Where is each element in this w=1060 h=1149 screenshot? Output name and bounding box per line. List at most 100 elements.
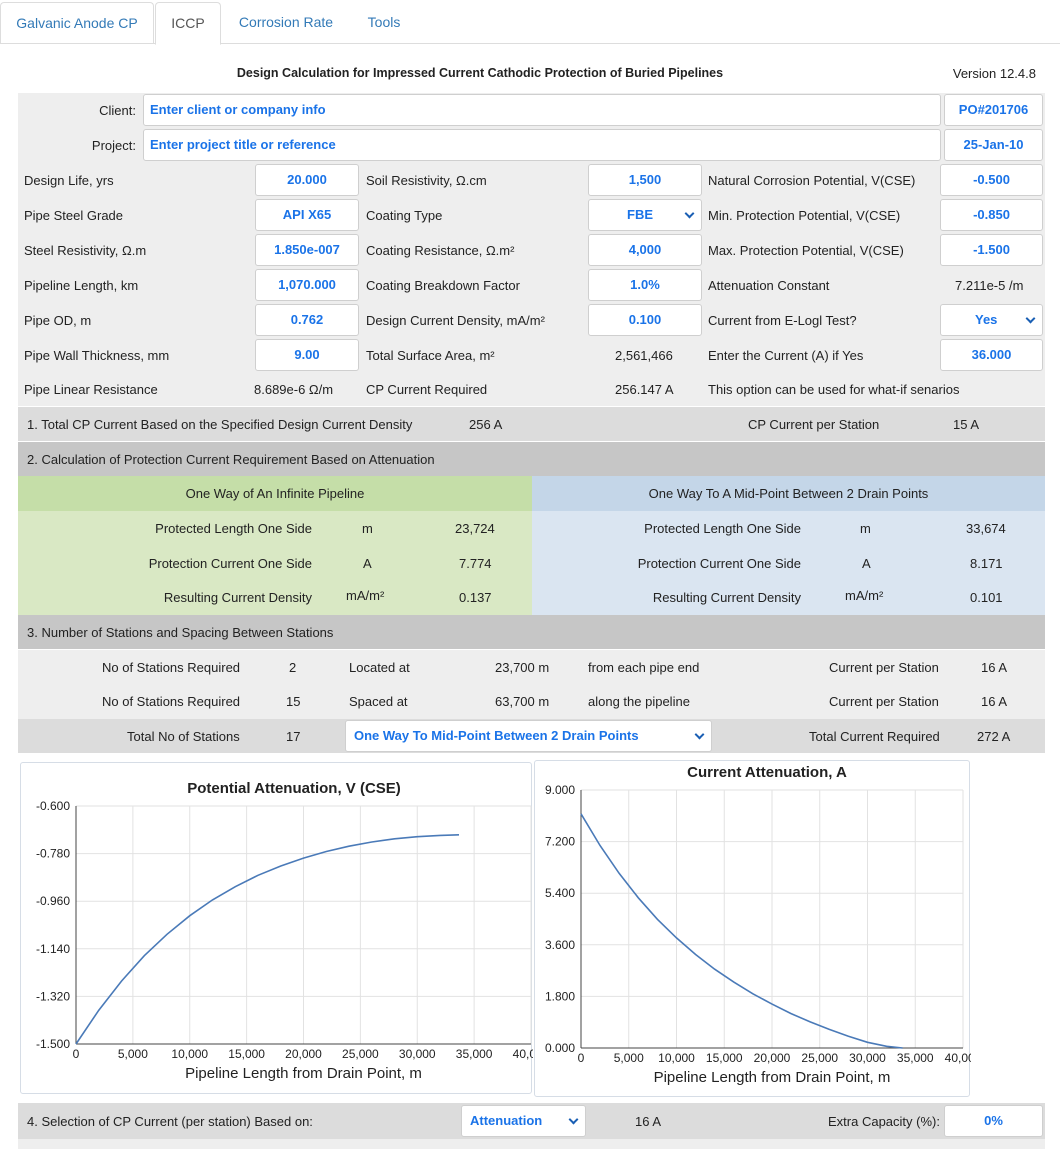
chevron-down-icon (1025, 313, 1036, 324)
design-life-input[interactable]: 20.000 (255, 164, 359, 196)
x-tick-label: 20,000 (285, 1047, 322, 1061)
stations-required-label-2: No of Stations Required (102, 694, 241, 709)
left-current-density-label: Resulting Current Density (163, 590, 312, 605)
right-protected-length-unit: m (860, 521, 871, 536)
y-tick-label: 9.000 (545, 783, 575, 797)
infinite-pipeline-header-text: One Way of An Infinite Pipeline (185, 486, 365, 501)
spaced-at-label: Spaced at (349, 694, 408, 709)
y-tick-label: -1.500 (36, 1037, 70, 1051)
client-input[interactable]: Enter client or company info (143, 94, 941, 126)
left-protection-current-unit: A (363, 556, 372, 571)
pipe-wall-thickness-input[interactable]: 9.00 (255, 339, 359, 371)
cp-current-per-station-label: CP Current per Station (748, 417, 880, 432)
total-surface-area-label: Total Surface Area, m² (366, 348, 495, 363)
cp-current-required-value: 256.147 A (615, 382, 674, 397)
date-input[interactable]: 25-Jan-10 (944, 129, 1043, 161)
current-attenuation-svg: 0 5,000 10,000 15,000 20,000 25,000 30,000 35,0… (545, 764, 982, 1086)
infinite-pipeline-body (18, 511, 532, 615)
x-axis-label: Pipeline Length from Drain Point, m (654, 1069, 891, 1086)
steel-resistivity-input[interactable]: 1.850e-007 (255, 234, 359, 266)
pipeline-length-label: Pipeline Length, km (24, 278, 139, 293)
y-tick-label: 1.800 (545, 989, 575, 1003)
x-tick-label: 5,000 (614, 1051, 644, 1065)
total-current-required-label: Total Current Required (809, 729, 940, 744)
design-life-label: Design Life, yrs (24, 173, 114, 188)
min-protection-potential-input[interactable]: -0.850 (940, 199, 1043, 231)
current-per-station-value-1: 16 A (981, 660, 1008, 675)
y-tick-label: 5.400 (545, 886, 575, 900)
left-protected-length-value: 23,724 (455, 521, 495, 536)
coating-breakdown-input[interactable]: 1.0% (588, 269, 702, 301)
right-protected-length-value: 33,674 (966, 521, 1006, 536)
mid-point-header-text: One Way To A Mid-Point Between 2 Drain P… (648, 486, 929, 501)
left-protection-current-label: Protection Current One Side (148, 556, 312, 571)
coating-type-select[interactable]: FBE (588, 199, 702, 231)
min-protection-potential-label: Min. Protection Potential, V(CSE) (708, 208, 901, 223)
y-tick-label: -0.780 (36, 847, 70, 861)
x-tick-label: 5,000 (118, 1047, 148, 1061)
current-attenuation-chart: 0 5,000 10,000 15,000 20,000 25,000 30,000 35,0… (534, 760, 982, 1097)
pipe-od-input[interactable]: 0.762 (255, 304, 359, 336)
tab-galvanic-anode-cp[interactable]: Galvanic Anode CP (0, 2, 154, 44)
tab-corrosion-rate[interactable]: Corrosion Rate (238, 14, 334, 30)
tab-tools[interactable]: Tools (367, 14, 401, 30)
natural-corrosion-potential-label: Natural Corrosion Potential, V(CSE) (708, 173, 916, 188)
chevron-down-icon (568, 1114, 579, 1125)
selection-value: 16 A (635, 1114, 662, 1129)
left-current-density-unit: mA/m² (346, 588, 385, 603)
selection-basis-value: Attenuation (470, 1113, 543, 1128)
chevron-down-icon (694, 729, 705, 740)
spaced-at-value: 63,700 m (495, 694, 550, 709)
x-tick-label: 15,000 (228, 1047, 265, 1061)
design-current-density-input[interactable]: 0.100 (588, 304, 702, 336)
stations-required-value-1: 2 (289, 660, 297, 675)
right-protection-current-value: 8.171 (970, 556, 1003, 571)
natural-corrosion-potential-input[interactable]: -0.500 (940, 164, 1043, 196)
y-tick-label: -0.960 (36, 894, 70, 908)
mid-point-header (532, 476, 1045, 511)
current-per-station-label-1: Current per Station (829, 660, 939, 675)
extra-capacity-input[interactable]: 0% (944, 1105, 1043, 1137)
stations-required-value-2: 15 (286, 694, 301, 709)
total-stations-label: Total No of Stations (127, 729, 240, 744)
max-protection-potential-label: Max. Protection Potential, V(CSE) (708, 243, 904, 258)
chart-title: Potential Attenuation, V (CSE) (187, 780, 401, 797)
pipe-linear-resistance-label: Pipe Linear Resistance (24, 382, 158, 397)
y-tick-label: -1.320 (36, 989, 70, 1003)
stations-required-label-1: No of Stations Required (102, 660, 241, 675)
x-tick-label: 0 (73, 1047, 80, 1061)
client-label: Client: (99, 103, 136, 118)
coating-type-value: FBE (627, 207, 653, 222)
current-from-test-select[interactable]: Yes (940, 304, 1043, 336)
left-protected-length-label: Protected Length One Side (155, 521, 312, 536)
right-protection-current-label: Protection Current One Side (637, 556, 801, 571)
section-4-label: 4. Selection of CP Current (per station)… (27, 1114, 313, 1129)
po-input[interactable]: PO#201706 (944, 94, 1043, 126)
attenuation-constant-value: 7.211e-5 /m (955, 278, 1024, 293)
x-tick-label: 35,000 (897, 1051, 934, 1065)
selection-basis-select[interactable]: Attenuation (461, 1105, 586, 1137)
left-protection-current-value: 7.774 (459, 556, 492, 571)
current-from-test-label: Current from E-Logl Test? (708, 313, 857, 328)
cp-current-per-station-value: 15 A (953, 417, 980, 432)
series-line (75, 834, 460, 1045)
soil-resistivity-input[interactable]: 1,500 (588, 164, 702, 196)
right-current-density-unit: mA/m² (845, 588, 884, 603)
series-line (580, 813, 903, 1049)
tab-iccp[interactable]: ICCP (155, 2, 221, 45)
coating-breakdown-label: Coating Breakdown Factor (366, 278, 520, 293)
project-label: Project: (91, 138, 136, 153)
bottom-panel (18, 1139, 1045, 1149)
method-select[interactable]: One Way To Mid-Point Between 2 Drain Poi… (345, 720, 712, 752)
soil-resistivity-label: Soil Resistivity, Ω.cm (366, 173, 487, 188)
pipe-steel-grade-input[interactable]: API X65 (255, 199, 359, 231)
section-1-value: 256 A (469, 417, 503, 432)
max-protection-potential-input[interactable]: -1.500 (940, 234, 1043, 266)
coating-resistance-input[interactable]: 4,000 (588, 234, 702, 266)
enter-current-input[interactable]: 36.000 (940, 339, 1043, 371)
pipe-wall-thickness-label: Pipe Wall Thickness, mm (24, 348, 170, 363)
project-input[interactable]: Enter project title or reference (143, 129, 941, 161)
pipeline-length-input[interactable]: 1,070.000 (255, 269, 359, 301)
right-current-density-value: 0.101 (970, 590, 1003, 605)
steel-resistivity-label: Steel Resistivity, Ω.m (24, 243, 147, 258)
